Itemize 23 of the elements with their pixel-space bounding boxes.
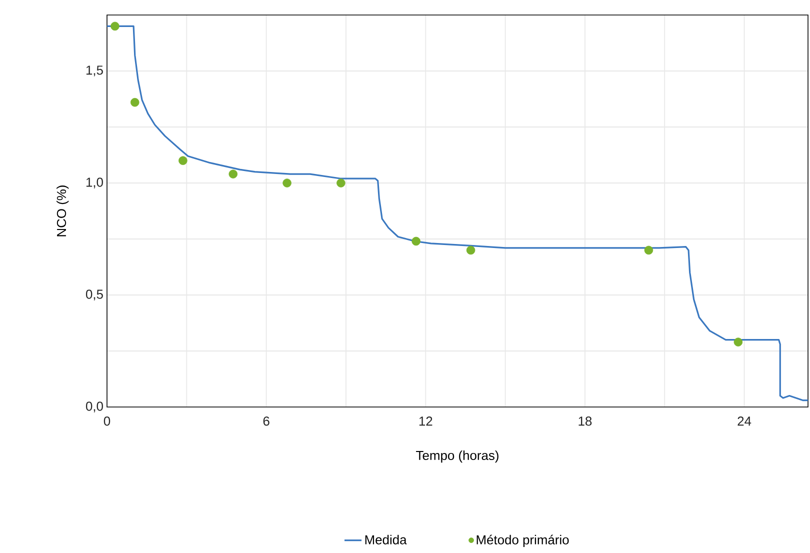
legend-label: Método primário (476, 534, 569, 547)
x-tick-label: 24 (738, 416, 752, 426)
point (178, 156, 188, 165)
y-tick-label: 0,5 (86, 290, 103, 300)
point (466, 246, 476, 255)
y-tick-label: 1,0 (86, 178, 103, 188)
point (734, 338, 743, 346)
point (110, 22, 120, 31)
point (644, 246, 654, 255)
x-tick-label: 6 (263, 416, 270, 426)
x-tick-label: 12 (419, 416, 432, 426)
point (130, 98, 140, 107)
x-tick-label: 0 (104, 416, 110, 426)
point (282, 178, 292, 188)
y-tick-label: 0,0 (86, 402, 103, 412)
point (228, 170, 238, 178)
point (412, 236, 420, 246)
x-axis-title: Tempo (horas) (416, 450, 498, 463)
x-tick-label: 18 (578, 416, 592, 426)
y-axis-title: NCO (%) (56, 186, 69, 236)
y-tick-label: 1,5 (86, 66, 103, 76)
legend-label: Medida (365, 534, 407, 544)
point (336, 178, 346, 188)
